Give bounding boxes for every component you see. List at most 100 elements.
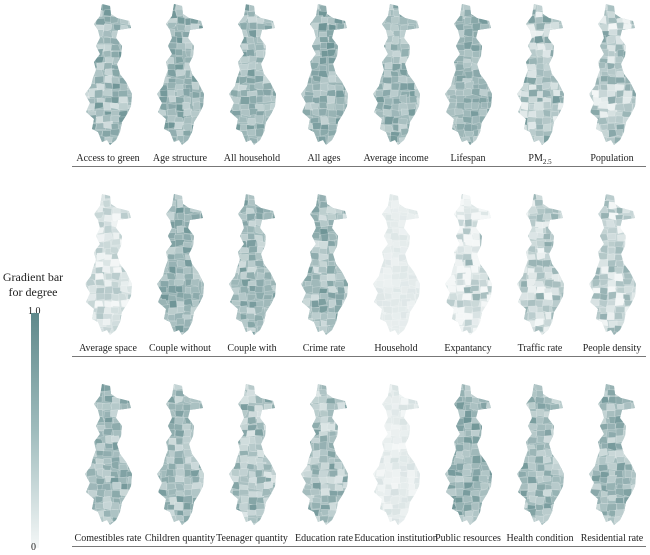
map-district: [480, 482, 490, 491]
map-district: [471, 502, 480, 511]
map-district: [94, 495, 104, 505]
map-district: [273, 448, 276, 458]
map-district: [304, 220, 314, 231]
map-district: [311, 300, 320, 309]
map-district: [373, 9, 377, 18]
map-district: [542, 232, 552, 240]
map-district: [328, 286, 339, 294]
map-district: [262, 89, 272, 97]
choropleth-map: [157, 4, 204, 145]
map-district: [598, 319, 609, 327]
map-district: [95, 272, 105, 282]
map-district: [85, 129, 90, 138]
map-district: [373, 423, 375, 430]
map-district: [517, 55, 521, 65]
map-district: [255, 4, 265, 10]
map-district: [551, 4, 561, 12]
map-district: [559, 38, 564, 45]
map-district: [311, 232, 320, 240]
map-district: [126, 44, 132, 52]
map-district: [374, 227, 385, 236]
map-district: [198, 115, 204, 122]
map-district: [624, 285, 634, 293]
map-district: [246, 225, 255, 233]
map-district: [489, 395, 492, 404]
map-district: [199, 318, 204, 326]
map-district: [520, 232, 529, 241]
map-district: [517, 299, 521, 309]
map-district: [397, 142, 407, 145]
map-district: [120, 43, 130, 52]
map-district: [246, 128, 257, 136]
map-district: [254, 43, 265, 53]
map-district: [263, 227, 273, 236]
map-district: [270, 307, 276, 316]
map-district: [127, 266, 132, 274]
map-district: [191, 240, 202, 249]
map-district: [414, 199, 420, 205]
map-district: [589, 68, 594, 79]
map-district: [373, 101, 377, 109]
map-district: [535, 503, 545, 511]
map-district: [517, 51, 520, 60]
map-district: [263, 325, 273, 333]
map-district: [406, 142, 416, 145]
map-district: [161, 220, 172, 229]
map-district: [255, 226, 264, 235]
map-district: [519, 141, 530, 145]
map-district: [589, 56, 600, 66]
map-district: [549, 403, 561, 413]
map-district: [390, 327, 401, 335]
map-district: [158, 403, 168, 412]
map-district: [85, 313, 88, 320]
map-district: [589, 389, 593, 399]
map-district: [183, 334, 193, 335]
map-district: [199, 251, 204, 260]
map-district: [479, 409, 490, 416]
map-district: [631, 62, 636, 70]
map-district: [481, 51, 491, 59]
map-district: [590, 109, 600, 116]
map-district: [447, 333, 455, 335]
map-district: [517, 481, 520, 491]
map-district: [112, 441, 120, 451]
map-district: [343, 83, 348, 91]
map-district: [86, 114, 97, 124]
map-district: [517, 241, 523, 250]
map-district: [599, 293, 608, 301]
map-district: [409, 95, 418, 104]
map-district: [559, 68, 564, 77]
map-district: [518, 15, 528, 25]
map-district: [229, 517, 232, 525]
map-district: [520, 49, 530, 58]
map-district: [631, 319, 636, 328]
map-district: [446, 89, 457, 97]
map-district: [552, 65, 563, 73]
map-district: [159, 42, 169, 49]
map-district: [589, 515, 593, 524]
map-district: [518, 522, 530, 525]
map-district: [88, 220, 98, 229]
map-district: [616, 384, 627, 391]
map-district: [486, 510, 492, 518]
map-district: [373, 95, 377, 104]
map-district: [471, 317, 481, 326]
map-district: [544, 194, 555, 200]
map-district: [517, 396, 523, 406]
map-district: [559, 402, 564, 411]
map-district: [448, 510, 459, 518]
map-district: [86, 415, 96, 425]
map-district: [486, 108, 492, 118]
map-district: [373, 213, 379, 221]
map-district: [127, 311, 132, 320]
map-district: [543, 326, 554, 334]
map-district: [174, 429, 185, 438]
map-district: [229, 280, 233, 288]
map-district: [416, 268, 420, 276]
map-district: [158, 332, 167, 335]
map-district: [270, 457, 276, 464]
map-district: [301, 409, 305, 416]
map-district: [336, 221, 346, 229]
map-district: [589, 431, 592, 440]
map-district: [527, 462, 536, 471]
